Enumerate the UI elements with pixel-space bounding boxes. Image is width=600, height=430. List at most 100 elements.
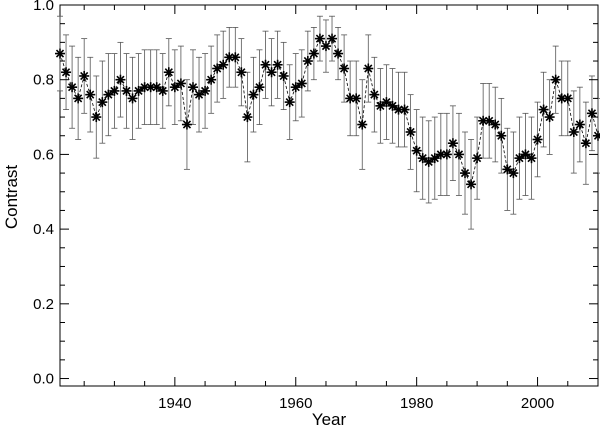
marker-stroke [255,83,264,92]
marker-stroke [376,101,385,110]
data-point [278,70,289,81]
marker-stroke [406,127,415,137]
marker-stroke [231,53,240,62]
data-point [411,145,422,156]
marker-stroke [67,83,77,92]
data-point [586,108,597,119]
data-point [345,93,356,104]
data-point [79,70,90,81]
data-point [333,48,344,59]
data-point [139,82,150,93]
x-tick-label: 1980 [400,395,433,412]
marker-stroke [424,157,433,166]
data-point [405,127,416,137]
marker-stroke [249,90,258,99]
marker-stroke [261,60,270,69]
data-point [314,33,325,44]
marker-stroke [352,94,361,103]
data-point [109,85,120,96]
data-point [175,78,186,89]
marker-stroke [279,71,288,81]
data-point [55,48,65,59]
series-line [59,37,599,186]
data-point [248,89,259,100]
marker-stroke [219,60,228,69]
data-point [472,153,483,164]
data-point [91,112,102,123]
data-point [200,85,211,96]
x-tick-label: 1940 [158,395,191,412]
data-point [254,82,265,93]
marker-stroke [497,131,506,140]
data-point [284,97,295,108]
marker-stroke [418,154,427,163]
marker-stroke [200,86,210,96]
data-point [429,153,440,164]
marker-stroke [213,64,222,73]
marker-stroke [460,168,470,178]
marker-stroke [92,112,101,122]
data-point [369,89,380,100]
marker-stroke [412,146,421,155]
data-point [121,85,132,96]
data-point [97,97,108,108]
data-point [423,156,434,167]
marker-stroke [80,71,89,81]
data-point [187,82,198,93]
marker-stroke [503,165,512,174]
marker-stroke [303,56,312,66]
marker-stroke [473,154,482,163]
marker-stroke [533,135,542,144]
marker-stroke [527,154,536,163]
y-tick-label: 1.0 [33,0,54,14]
marker-stroke [128,94,137,103]
data-point [339,63,350,74]
data-point [212,63,223,74]
marker-stroke [551,75,560,84]
marker-stroke [158,86,167,96]
marker-stroke [575,120,584,129]
marker-stroke [370,90,379,99]
data-point [363,63,374,74]
data-point [460,168,471,179]
marker-stroke [225,53,234,62]
marker-stroke [569,127,578,137]
marker-stroke [436,150,445,159]
data-point [466,179,477,190]
y-tick-label: 0.4 [33,221,54,238]
x-axis-label: Year [312,410,347,429]
data-point [447,138,458,149]
marker-stroke [454,150,464,159]
data-point [206,74,217,85]
data-point [163,67,174,78]
marker-stroke [515,154,524,163]
data-point [194,89,205,100]
data-point [308,48,319,59]
data-point [568,127,579,137]
marker-stroke [237,68,246,77]
marker-stroke [140,83,149,92]
marker-stroke [382,98,391,107]
data-point [441,149,452,160]
data-point [496,130,507,141]
data-point [218,59,229,70]
marker-stroke [400,105,409,114]
data-point [574,119,585,130]
data-point [73,93,84,104]
marker-stroke [491,120,500,129]
marker-stroke [116,75,125,84]
marker-stroke [267,68,276,77]
marker-stroke [563,94,572,103]
data-point [532,134,543,145]
marker-stroke [315,34,325,43]
plot-frame [59,4,599,387]
data-point [242,112,253,123]
marker-stroke [327,34,337,43]
marker-stroke [509,168,518,178]
marker-stroke [479,116,488,125]
marker-stroke [194,90,204,99]
data-point [181,119,192,130]
data-point [236,67,247,78]
marker-stroke [358,120,367,129]
data-point [157,85,168,96]
